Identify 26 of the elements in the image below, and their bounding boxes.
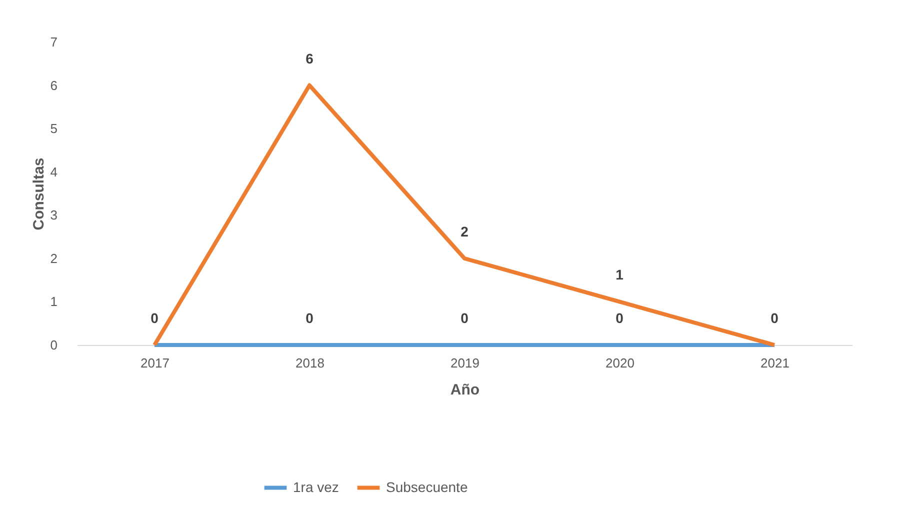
legend-label: Subsecuente [386, 478, 468, 495]
data-label: 0 [460, 310, 469, 326]
data-label: 0 [306, 310, 314, 326]
y-tick-label: 6 [50, 78, 58, 93]
x-tick-label: 2017 [140, 356, 170, 370]
line-series [152, 83, 776, 347]
data-label: 1 [616, 266, 624, 283]
x-tick-label: 2021 [760, 356, 790, 370]
x-tick-label: 2020 [606, 356, 634, 370]
x-tick-label: 2018 [296, 356, 324, 370]
y-tick-label: 5 [50, 121, 58, 136]
x-tick-label: 2019 [450, 356, 480, 370]
data-label: 0 [150, 310, 159, 326]
data-label: 6 [306, 50, 314, 66]
legend-label: 1ra vez [293, 478, 339, 495]
y-tick-label: 4 [50, 164, 58, 180]
y-tick-label: 7 [50, 34, 58, 50]
y-tick-label: 2 [50, 250, 58, 266]
y-tick-label: 3 [50, 208, 58, 223]
data-label: 2 [460, 223, 469, 240]
y-tick-label: 1 [50, 294, 58, 310]
y-tick-label: 0 [50, 338, 58, 352]
data-label: 0 [616, 310, 624, 326]
x-axis-title: Año [450, 382, 480, 398]
data-label: 0 [770, 310, 779, 326]
y-axis-title: Consultas [30, 158, 48, 230]
